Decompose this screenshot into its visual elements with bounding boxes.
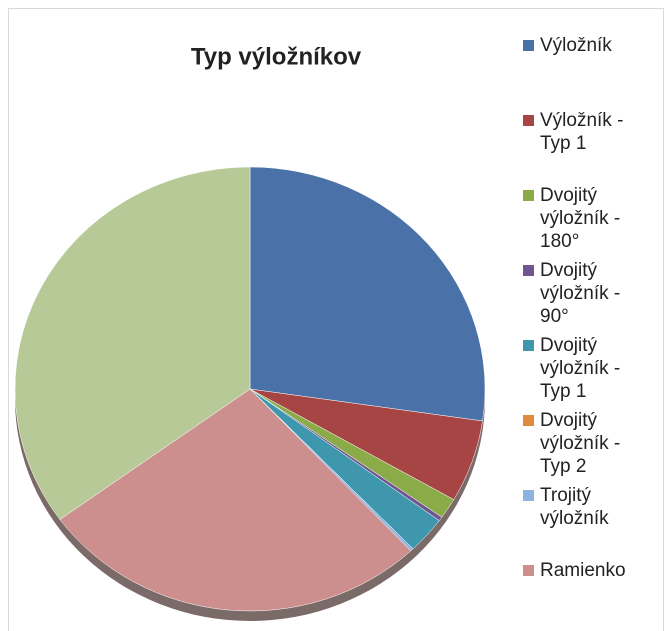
legend-label: Dvojitý výložník - Typ 2 (540, 410, 621, 477)
legend-swatch (523, 115, 534, 126)
legend-item: Ramienko (523, 559, 651, 582)
legend-label: Trojitý výložník (540, 485, 609, 529)
chart-frame (8, 8, 664, 631)
legend-label: Dvojitý výložník - 90° (540, 260, 621, 327)
legend-swatch (523, 565, 534, 576)
legend-item: Výložník - Typ 1 (523, 109, 651, 155)
legend-swatch (523, 265, 534, 276)
legend-label: Dvojitý výložník - Typ 1 (540, 335, 621, 402)
legend-swatch (523, 340, 534, 351)
legend-label: Výložník (540, 35, 612, 56)
pie-slice (14, 166, 251, 520)
legend-label: Ramienko (540, 560, 626, 581)
legend-swatch (523, 190, 534, 201)
legend-item: Dvojitý výložník - 180° (523, 184, 651, 253)
chart-title: Typ výložníkov (191, 43, 362, 70)
pie-slice (59, 388, 412, 612)
legend-item: Trojitý výložník (523, 484, 651, 530)
legend-label: Výložník - Typ 1 (540, 110, 624, 154)
pie-slice (249, 166, 486, 422)
legend-label: Dvojitý výložník - 180° (540, 185, 621, 252)
legend-swatch (523, 490, 534, 501)
legend-item: Výložník (523, 34, 651, 57)
legend-item: Dvojitý výložník - Typ 2 (523, 409, 651, 478)
legend-swatch (523, 415, 534, 426)
legend-item: Dvojitý výložník - Typ 1 (523, 334, 651, 403)
legend-item: Dvojitý výložník - 90° (523, 259, 651, 328)
legend-swatch (523, 40, 534, 51)
